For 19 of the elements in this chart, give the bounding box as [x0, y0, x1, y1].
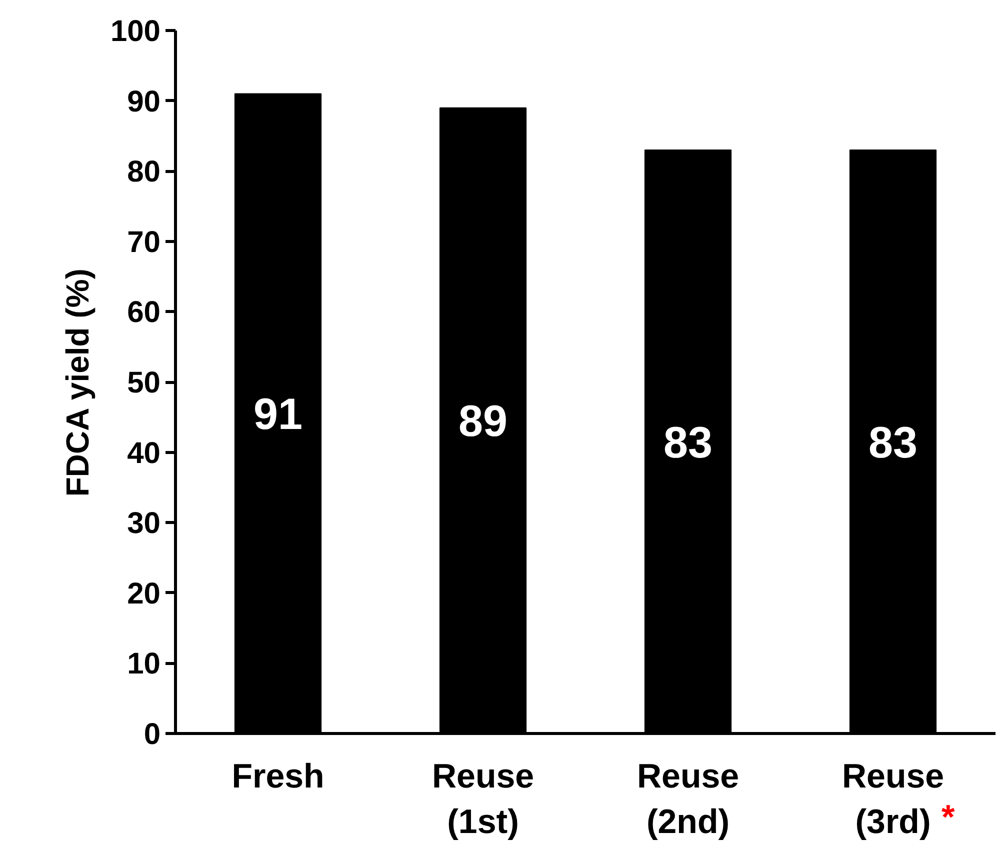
x-tick-label: Fresh	[232, 758, 324, 796]
data-label: 83	[664, 418, 712, 468]
x-tick-label: Reuse (2nd)	[636, 758, 740, 842]
y-tick-label: 20	[127, 577, 161, 610]
y-tick-label: 90	[127, 85, 161, 118]
y-tick-label: 10	[127, 648, 161, 681]
y-axis-title: FDCA yield (%)	[59, 268, 96, 497]
y-tick-label: 80	[127, 156, 161, 189]
y-tick-label: 40	[127, 436, 161, 470]
y-tick-label: 100	[110, 15, 161, 48]
data-label: 83	[868, 418, 918, 468]
y-tick-label: 50	[127, 366, 161, 400]
data-label: 89	[458, 397, 508, 446]
x-tick-label: Reuse (1st)	[432, 758, 534, 842]
y-tick-label: 60	[127, 296, 161, 330]
y-tick-label: 0	[144, 718, 161, 751]
y-tick-label: 30	[127, 507, 161, 540]
data-label: 91	[254, 390, 302, 440]
y-tick-label: 70	[127, 226, 161, 259]
